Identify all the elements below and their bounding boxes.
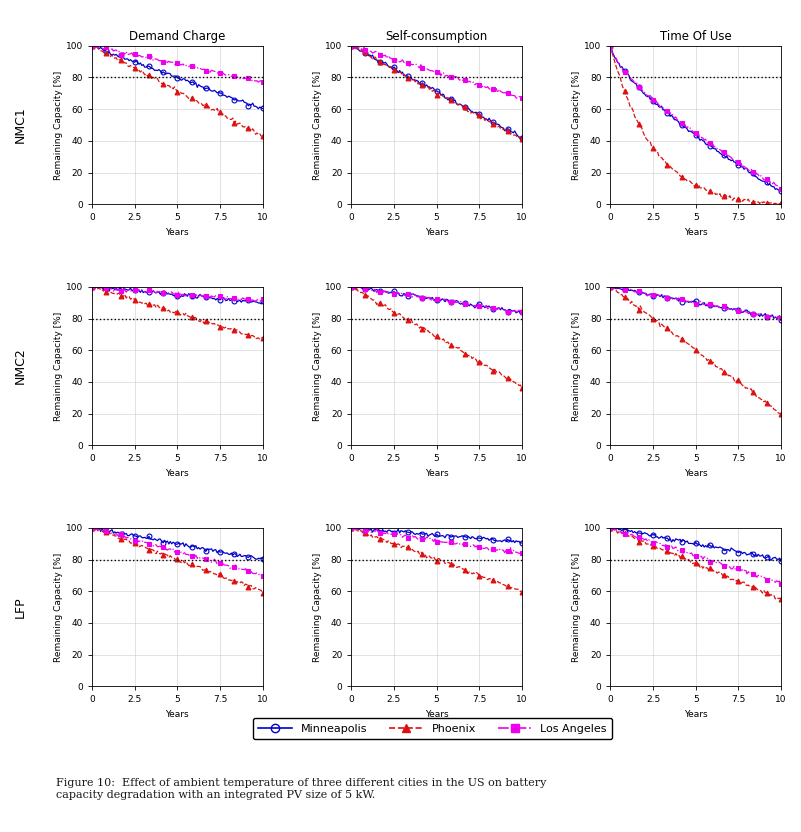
Text: NMC1: NMC1 (14, 106, 27, 143)
Y-axis label: Remaining Capacity [%]: Remaining Capacity [%] (54, 552, 63, 661)
Text: LFP: LFP (14, 597, 27, 618)
Y-axis label: Remaining Capacity [%]: Remaining Capacity [%] (313, 311, 322, 421)
X-axis label: Years: Years (684, 228, 707, 237)
Text: Figure 10:  Effect of ambient temperature of three different cities in the US on: Figure 10: Effect of ambient temperature… (56, 778, 546, 800)
Legend: Minneapolis, Phoenix, Los Angeles: Minneapolis, Phoenix, Los Angeles (253, 718, 612, 739)
Y-axis label: Remaining Capacity [%]: Remaining Capacity [%] (313, 71, 322, 180)
X-axis label: Years: Years (166, 710, 189, 719)
X-axis label: Years: Years (684, 469, 707, 478)
Y-axis label: Remaining Capacity [%]: Remaining Capacity [%] (573, 552, 582, 661)
X-axis label: Years: Years (425, 228, 449, 237)
Text: NMC2: NMC2 (14, 348, 27, 384)
Y-axis label: Remaining Capacity [%]: Remaining Capacity [%] (573, 311, 582, 421)
X-axis label: Years: Years (684, 710, 707, 719)
X-axis label: Years: Years (166, 469, 189, 478)
Title: Time Of Use: Time Of Use (660, 30, 731, 43)
X-axis label: Years: Years (166, 228, 189, 237)
Y-axis label: Remaining Capacity [%]: Remaining Capacity [%] (573, 71, 582, 180)
Title: Demand Charge: Demand Charge (129, 30, 226, 43)
Title: Self-consumption: Self-consumption (385, 30, 488, 43)
Y-axis label: Remaining Capacity [%]: Remaining Capacity [%] (54, 311, 63, 421)
X-axis label: Years: Years (425, 710, 449, 719)
X-axis label: Years: Years (425, 469, 449, 478)
Y-axis label: Remaining Capacity [%]: Remaining Capacity [%] (54, 71, 63, 180)
Y-axis label: Remaining Capacity [%]: Remaining Capacity [%] (313, 552, 322, 661)
